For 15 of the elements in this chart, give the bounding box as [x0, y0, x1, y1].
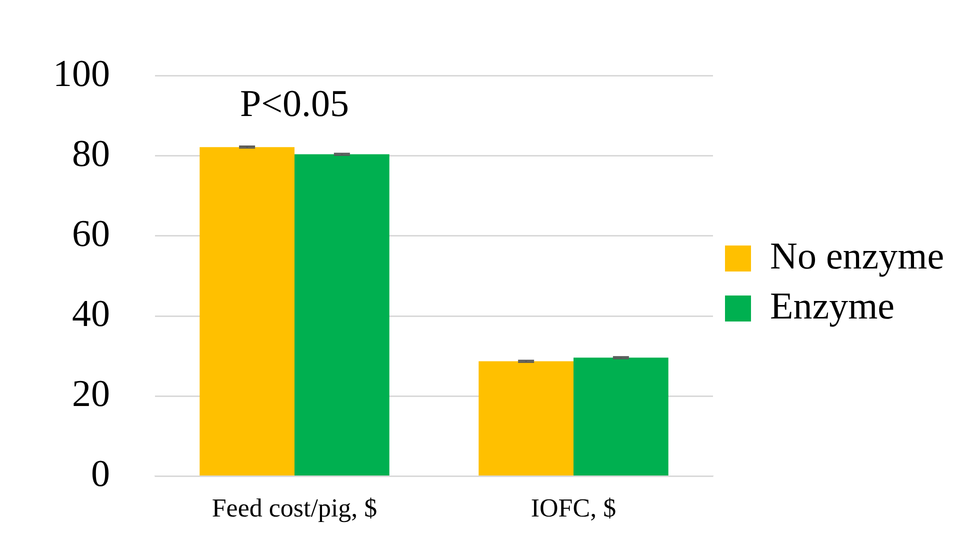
annotation: P<0.05 [240, 82, 350, 125]
y-tick-label: 60 [72, 212, 110, 255]
y-tick-label: 80 [72, 132, 110, 175]
y-tick-label: 40 [72, 293, 110, 336]
legend-label: No enzyme [770, 235, 944, 278]
x-tick-label: IOFC, $ [530, 494, 616, 523]
bar [200, 147, 294, 476]
x-tick-label: Feed cost/pig, $ [212, 494, 378, 523]
y-tick-label: 0 [91, 453, 110, 496]
bar [574, 358, 668, 476]
bar [478, 361, 574, 476]
legend-label: Enzyme [770, 285, 895, 328]
y-tick-label: 20 [72, 373, 110, 416]
bar [294, 154, 390, 476]
y-tick-label: 100 [53, 52, 110, 95]
